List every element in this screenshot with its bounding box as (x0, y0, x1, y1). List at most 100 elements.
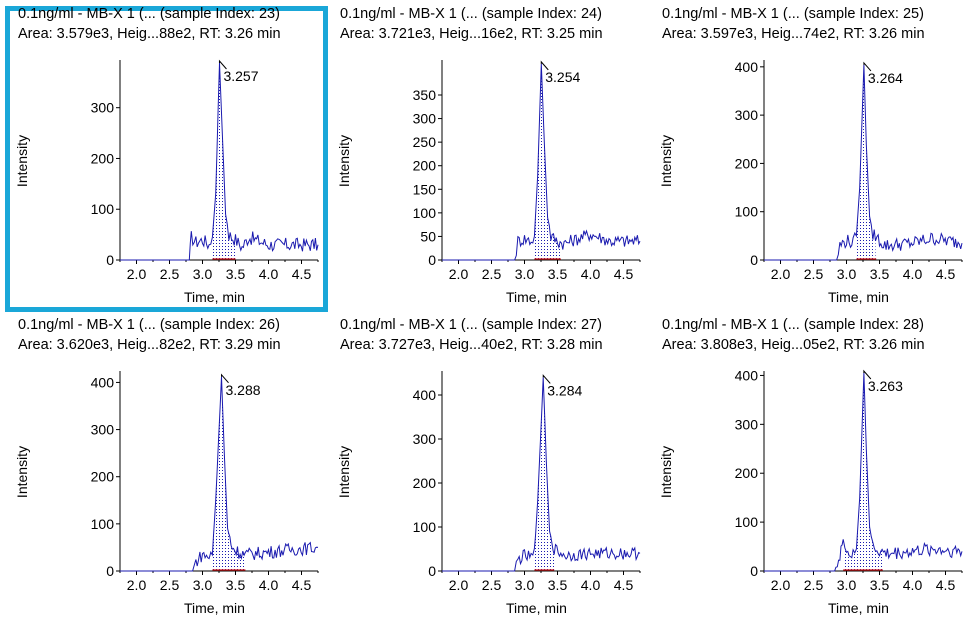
y-axis-title: Intensity (14, 445, 31, 499)
x-tick-label: 3.0 (193, 266, 213, 282)
y-tick-label: 250 (413, 134, 437, 150)
x-tick-label: 2.5 (160, 577, 180, 593)
y-tick-label: 0 (428, 563, 436, 579)
y-axis-title: Intensity (336, 445, 353, 499)
integrated-area (856, 64, 876, 261)
apex-marker (863, 61, 872, 72)
x-tick-label: 2.5 (804, 577, 824, 593)
chromatogram-panel-28[interactable]: 0.1ng/ml - MB-X 1 (... (sample Index: 28… (644, 311, 966, 616)
chromatogram-trace (764, 64, 963, 261)
x-axis-title: Time, min (184, 289, 245, 305)
chromatogram-panel-24[interactable]: 0.1ng/ml - MB-X 1 (... (sample Index: 24… (322, 0, 644, 305)
apex-marker (218, 59, 227, 70)
x-tick-label: 2.5 (482, 266, 502, 282)
panel-title: 0.1ng/ml - MB-X 1 (... (sample Index: 24… (340, 6, 602, 22)
y-tick-label: 200 (413, 158, 437, 174)
y-tick-label: 400 (735, 367, 759, 383)
x-tick-label: 3.0 (193, 577, 213, 593)
integrated-area (534, 377, 555, 571)
y-tick-label: 300 (735, 107, 759, 123)
chromatogram-trace (442, 63, 641, 261)
y-tick-label: 400 (91, 374, 115, 390)
x-axis-title: Time, min (184, 600, 245, 616)
y-tick-label: 0 (106, 563, 114, 579)
x-tick-label: 4.5 (292, 266, 312, 282)
x-tick-label: 3.5 (548, 577, 568, 593)
x-tick-label: 4.0 (581, 577, 601, 593)
y-tick-label: 200 (735, 155, 759, 171)
x-tick-label: 4.0 (903, 266, 923, 282)
y-tick-label: 200 (413, 475, 437, 491)
x-tick-label: 2.5 (482, 577, 502, 593)
x-tick-label: 2.5 (804, 266, 824, 282)
x-tick-label: 4.5 (936, 577, 956, 593)
y-tick-label: 200 (91, 150, 115, 166)
y-tick-label: 200 (735, 465, 759, 481)
chromatogram-trace (442, 377, 641, 572)
apex-label: 3.263 (868, 378, 903, 394)
y-tick-label: 100 (735, 204, 759, 220)
y-tick-label: 300 (91, 100, 115, 116)
x-tick-label: 3.5 (548, 266, 568, 282)
chromatogram-trace (120, 376, 319, 572)
y-tick-label: 100 (735, 514, 759, 530)
integrated-area (212, 376, 246, 571)
x-axis-title: Time, min (506, 289, 567, 305)
y-tick-label: 400 (413, 387, 437, 403)
x-tick-label: 2.0 (771, 266, 791, 282)
apex-marker (863, 369, 872, 380)
panel-summary: Area: 3.721e3, Heig...16e2, RT: 3.25 min (340, 26, 603, 42)
panel-title: 0.1ng/ml - MB-X 1 (... (sample Index: 25… (662, 6, 924, 22)
panel-summary: Area: 3.597e3, Heig...74e2, RT: 3.26 min (662, 26, 925, 42)
chromatogram-plot: 0 100 200 300 400 2.0 2.5 3.0 3.5 4.0 4.5 3.264 (735, 59, 963, 282)
y-tick-label: 100 (413, 519, 437, 535)
apex-label: 3.288 (226, 382, 261, 398)
x-tick-label: 3.0 (515, 266, 535, 282)
x-tick-label: 3.5 (226, 577, 246, 593)
y-tick-label: 100 (91, 201, 115, 217)
y-tick-label: 300 (91, 422, 115, 438)
y-tick-label: 0 (750, 252, 758, 268)
apex-label: 3.254 (545, 69, 580, 85)
panel-summary: Area: 3.579e3, Heig...88e2, RT: 3.26 min (18, 26, 281, 42)
y-tick-label: 0 (750, 563, 758, 579)
chromatogram-plot: 0 50 100 150 200 250 300 350 2.0 2.5 3.0 3.5 4.0 4.5 3… (413, 60, 641, 282)
panel-title: 0.1ng/ml - MB-X 1 (... (sample Index: 23… (18, 6, 280, 22)
apex-label: 3.257 (223, 68, 258, 84)
x-tick-label: 2.0 (127, 577, 147, 593)
apex-marker (542, 374, 551, 384)
y-axis-title: Intensity (14, 134, 31, 188)
x-tick-label: 4.0 (581, 266, 601, 282)
x-tick-label: 2.0 (771, 577, 791, 593)
panel-title: 0.1ng/ml - MB-X 1 (... (sample Index: 26… (18, 317, 280, 333)
y-tick-label: 400 (735, 59, 759, 75)
apex-marker (540, 60, 549, 71)
chromatogram-plot: 0 100 200 300 400 2.0 2.5 3.0 3.5 4.0 4.5 3.263 (735, 367, 963, 593)
x-tick-label: 4.5 (292, 577, 312, 593)
y-tick-label: 100 (413, 205, 437, 221)
x-tick-label: 4.5 (614, 577, 634, 593)
chromatogram-panel-26[interactable]: 0.1ng/ml - MB-X 1 (... (sample Index: 26… (0, 311, 322, 616)
y-axis-title: Intensity (658, 445, 675, 499)
y-tick-label: 300 (413, 431, 437, 447)
y-tick-label: 200 (91, 469, 115, 485)
x-tick-label: 4.5 (936, 266, 956, 282)
chromatogram-panel-27[interactable]: 0.1ng/ml - MB-X 1 (... (sample Index: 27… (322, 311, 644, 616)
x-axis-title: Time, min (828, 289, 889, 305)
x-axis-title: Time, min (506, 600, 567, 616)
x-tick-label: 3.0 (837, 577, 857, 593)
x-tick-label: 3.5 (870, 577, 890, 593)
y-tick-label: 350 (413, 87, 437, 103)
apex-marker (221, 373, 229, 384)
chromatogram-panel-25[interactable]: 0.1ng/ml - MB-X 1 (... (sample Index: 25… (644, 0, 966, 305)
chromatogram-plot: 0 100 200 300 2.0 2.5 3.0 3.5 4.0 4.5 3.257 (91, 59, 319, 282)
y-tick-label: 300 (735, 416, 759, 432)
chromatogram-panel-23[interactable]: 0.1ng/ml - MB-X 1 (... (sample Index: 23… (0, 0, 328, 312)
x-tick-label: 4.0 (903, 577, 923, 593)
panel-summary: Area: 3.808e3, Heig...05e2, RT: 3.26 min (662, 337, 925, 353)
apex-label: 3.264 (868, 70, 903, 86)
x-tick-label: 3.5 (870, 266, 890, 282)
x-tick-label: 3.0 (515, 577, 535, 593)
panel-summary: Area: 3.727e3, Heig...40e2, RT: 3.28 min (340, 337, 603, 353)
panel-title: 0.1ng/ml - MB-X 1 (... (sample Index: 27… (340, 317, 602, 333)
